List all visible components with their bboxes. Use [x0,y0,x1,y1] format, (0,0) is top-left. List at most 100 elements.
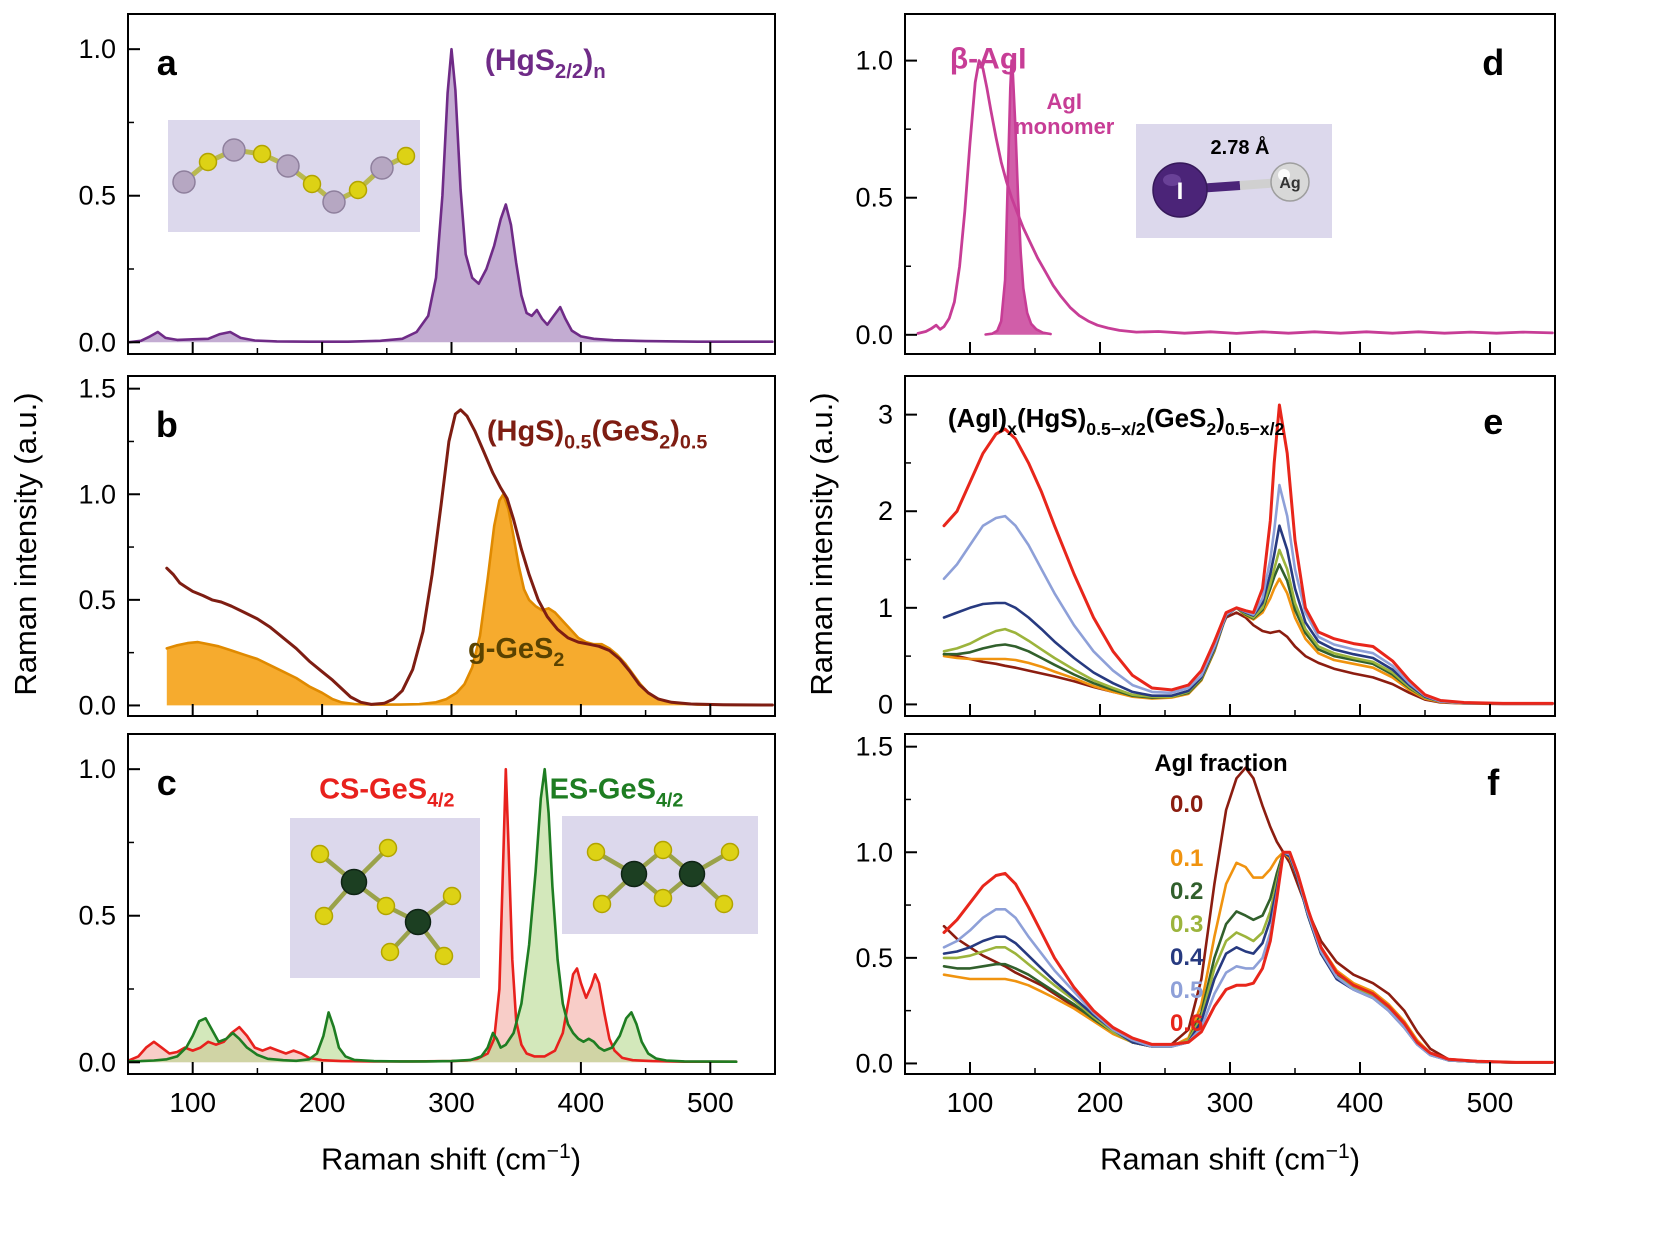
series-line-x-0-5 [942,851,1554,1064]
silver-highlight [1278,169,1290,181]
panel-letter-c: c [157,762,177,803]
y-tick-label: 1.0 [855,837,893,867]
x-tick-label: 500 [687,1087,734,1118]
series-fill-g-ges2-glass [166,494,773,706]
y-axis-label-left: Raman intensity (a.u.) [8,392,43,696]
legend-item-0.1: 0.1 [1170,845,1204,872]
y-tick-label: 1.0 [78,34,116,64]
x-tick-label: 300 [428,1087,475,1118]
y-tick-label: 0.0 [78,690,116,720]
corner-sharing-molecule [310,838,462,966]
panel-letter-e: e [1483,401,1503,442]
legend-item-0.4: 0.4 [1170,944,1204,971]
y-tick-label: 0.5 [855,943,893,973]
s-atom [310,844,330,864]
series-line-agi-monomer [984,59,1052,336]
series-line-x-0-6 [942,850,1554,1064]
ge-atom [404,908,432,936]
ge-atom [340,868,368,896]
y-axis-label-right: Raman intensity (a.u.) [804,392,839,696]
s-atom [714,894,734,914]
bond-distance-label: 2.78 Å [1211,135,1270,159]
s-atom [376,896,396,916]
y-tick-label: 0.5 [78,901,116,931]
hg-atom [172,170,196,194]
plot-annotation: β-AgI [950,42,1027,75]
legend-item-0.0: 0.0 [1170,791,1204,818]
plot-annotation: AgI monomer [1014,89,1115,139]
s-atom [198,152,218,172]
hgs-chain-molecule [172,138,416,214]
series-line-hgs2-2-n-polymer [128,47,774,344]
ge-atom [620,860,648,888]
iodine-label: I [1177,178,1184,205]
y-tick-label: 0.0 [855,1048,893,1078]
agi-molecule: I Ag 2.78 Å [1152,135,1310,218]
series-line-hgs-0-5-ges2-0-5 [165,408,774,707]
panel-f-spectrum: 100 200 300 400 500 0.0 0.5 1.0 1.5 f [855,732,1556,1118]
plot-annotation: ES-GeS4/2 [550,774,684,812]
s-atom [378,838,398,858]
legend-item-0.2: 0.2 [1170,878,1204,905]
series-line-x-0-1 [942,577,1554,705]
es-tetrahedra-inset [562,816,758,934]
s-atom [653,888,673,908]
cs-tetrahedra-inset [290,818,480,978]
legend-title: AgI fraction [1154,750,1288,777]
s-atom [380,942,400,962]
y-tick-label: 1.5 [855,732,893,762]
y-tick-label: 1 [878,593,893,623]
y-tick-label: 1.5 [78,374,116,404]
edge-sharing-molecule [586,840,740,914]
panel-c-spectrum: 100 200 300 400 500 0.0 0.5 1.0 c CS-GeS4/2 ES-GeS… [78,733,776,1118]
hgs-chain-inset [168,120,420,232]
series-line-agi [916,59,1554,335]
s-atom [442,886,462,906]
iodine-highlight [1163,174,1181,186]
panel-letter-a: a [157,42,178,83]
s-atom [720,842,740,862]
x-tick-label: 200 [299,1087,346,1118]
s-atom [434,946,454,966]
y-tick-label: 3 [878,400,893,430]
y-tick-label: 1.0 [78,479,116,509]
s-atom [396,146,416,166]
s-atom [348,180,368,200]
s-atom [592,894,612,914]
chain-bonds [182,147,408,205]
bond-iodine-half [1203,181,1241,193]
hg-atom [370,156,394,180]
series-line-x-0-3 [942,548,1554,705]
s-atom [314,906,334,926]
x-axis-label-right: Raman shift (cm−1) [1099,1140,1361,1177]
panel-e-spectrum: 0 1 2 3 e (AgI)x(HgS)0.5−x/2(GeS2)0.5−x/2 [878,375,1556,719]
y-tick-label: 0.5 [78,585,116,615]
x-tick-label: 500 [1467,1087,1514,1118]
series-line-x-0-0 [942,766,1554,1064]
x-tick-label: 100 [947,1087,994,1118]
legend-item-0.6: 0.6 [1170,1010,1204,1037]
series-line-x-0-2 [942,563,1554,705]
plot-annotation: (AgI)x(HgS)0.5−x/2(GeS2)0.5−x/2 [948,403,1285,439]
s-atom [653,840,673,860]
s-atom [586,842,606,862]
plot-annotation: (HgS)0.5(GeS2)0.5 [487,416,707,454]
plot-annotation: CS-GeS4/2 [319,774,454,812]
series-line-x-0-6 [942,403,1554,705]
hg-atom [222,138,246,162]
series-line-x-0-0 [942,611,1554,706]
legend-item-0.3: 0.3 [1170,911,1204,938]
y-tick-label: 0.5 [855,183,893,213]
panel-b-spectrum: 0.0 0.5 1.0 1.5 b (HgS)0.5(GeS2)0.5 g-GeS2 [78,374,776,720]
agi-fraction-legend: AgI fraction 0.0 0.1 0.2 0.3 0.4 0.5 0.6 [1126,750,1316,1040]
y-tick-label: 0.5 [78,181,116,211]
y-tick-label: 0.0 [78,327,116,357]
legend-item-0.5: 0.5 [1170,977,1204,1004]
plot-annotation: g-GeS2 [468,633,564,671]
panel-letter-f: f [1487,762,1500,803]
bond-silver-half [1239,178,1275,190]
x-tick-label: 400 [1337,1087,1384,1118]
x-tick-label: 200 [1077,1087,1124,1118]
ge-atom [678,860,706,888]
y-tick-label: 0.0 [855,320,893,350]
